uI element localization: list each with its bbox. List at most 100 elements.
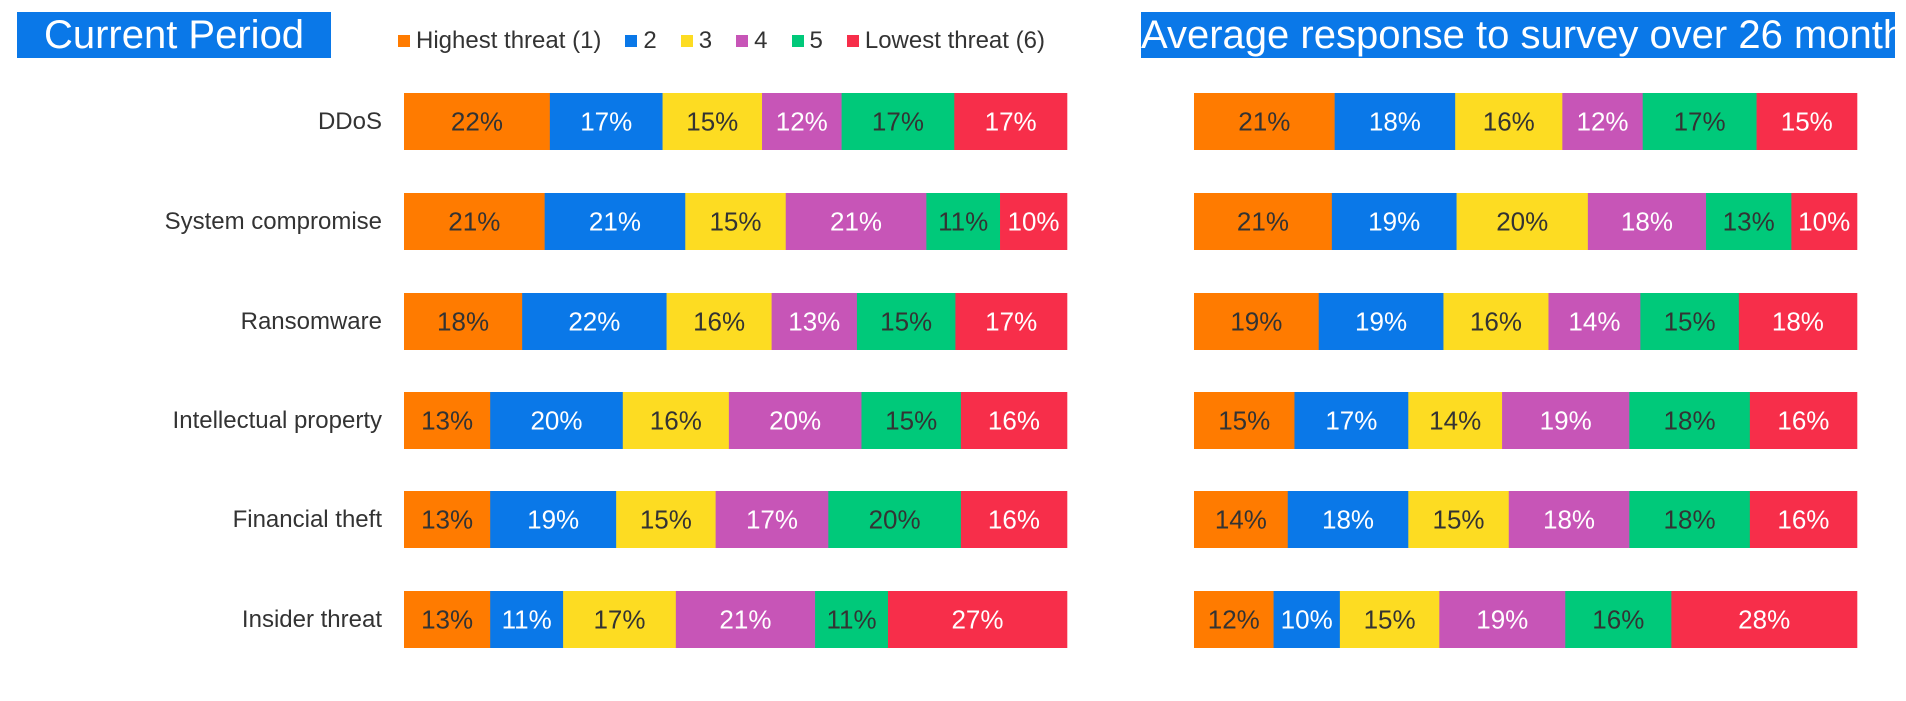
current-period-chart: DDoS 22% 17% 15% 12% 17% 17% System compromise 2… bbox=[165, 93, 1068, 648]
bar-segment bbox=[622, 392, 730, 449]
category-label: Insider threat bbox=[242, 606, 382, 633]
bar-segment bbox=[666, 293, 772, 350]
data-label: 16% bbox=[650, 406, 702, 436]
legend-swatch-2 bbox=[625, 35, 638, 47]
bar-segment bbox=[675, 591, 816, 648]
legend-label-5: 5 bbox=[809, 27, 823, 54]
data-label: 10% bbox=[1281, 605, 1333, 635]
data-label: 28% bbox=[1738, 605, 1790, 635]
data-label: 27% bbox=[951, 605, 1003, 635]
category-label: Financial theft bbox=[233, 506, 383, 533]
data-label: 18% bbox=[1322, 505, 1374, 535]
bar-segment bbox=[490, 392, 624, 449]
bar-segment bbox=[887, 591, 1068, 648]
data-label: 15% bbox=[1364, 605, 1416, 635]
data-label: 17% bbox=[580, 107, 632, 137]
legend-swatch-6 bbox=[846, 35, 859, 47]
legend-swatch-3 bbox=[680, 35, 693, 47]
legend-label-3: 3 bbox=[698, 27, 713, 54]
data-label: 20% bbox=[769, 406, 821, 436]
data-label: 22% bbox=[451, 107, 503, 137]
bar-segment bbox=[1194, 491, 1289, 548]
bar-segment bbox=[960, 491, 1068, 548]
category-label: Ransomware bbox=[241, 308, 382, 335]
bar-segment bbox=[1194, 193, 1333, 250]
data-label: 19% bbox=[527, 505, 579, 535]
data-label: 10% bbox=[1798, 207, 1850, 237]
bar-segment bbox=[522, 293, 667, 350]
legend-swatch-5 bbox=[791, 35, 804, 47]
bar-segment bbox=[404, 293, 523, 350]
bar-segment bbox=[685, 193, 787, 250]
data-label: 18% bbox=[1664, 505, 1716, 535]
bar-segment bbox=[1408, 392, 1503, 449]
bar-segment bbox=[954, 93, 1068, 150]
data-label: 19% bbox=[1540, 406, 1592, 436]
bar-segment bbox=[1273, 591, 1341, 648]
bar-segment bbox=[404, 491, 491, 548]
data-label: 20% bbox=[530, 406, 582, 436]
data-label: 16% bbox=[988, 505, 1040, 535]
data-label: 20% bbox=[869, 505, 921, 535]
data-label: 19% bbox=[1368, 207, 1420, 237]
bar-segment bbox=[404, 591, 491, 648]
bar-segment bbox=[1706, 193, 1792, 250]
bar-segment bbox=[1439, 591, 1566, 648]
legend: Highest threat (1) 2 3 4 5 Lowest threat… bbox=[398, 22, 1045, 60]
data-label: 17% bbox=[985, 307, 1037, 337]
bar-segment bbox=[544, 193, 686, 250]
bar-segment bbox=[1455, 93, 1563, 150]
data-label: 13% bbox=[421, 406, 473, 436]
data-label: 15% bbox=[1218, 406, 1270, 436]
data-label: 15% bbox=[1433, 505, 1485, 535]
bar-segment bbox=[1000, 193, 1068, 250]
data-label: 15% bbox=[640, 505, 692, 535]
bar-segment bbox=[490, 591, 564, 648]
data-label: 15% bbox=[1781, 107, 1833, 137]
data-label: 18% bbox=[1664, 406, 1716, 436]
left-panel-title: Current Period bbox=[17, 12, 331, 58]
data-label: 17% bbox=[1325, 406, 1377, 436]
data-label: 16% bbox=[693, 307, 745, 337]
bar-segment bbox=[1642, 93, 1757, 150]
bar-segment bbox=[1194, 392, 1295, 449]
data-label: 16% bbox=[1470, 307, 1522, 337]
bar-segment bbox=[1443, 293, 1549, 350]
data-label: 11% bbox=[826, 605, 876, 635]
data-label: 21% bbox=[1237, 207, 1289, 237]
data-label: 21% bbox=[589, 207, 641, 237]
bar-segment bbox=[771, 293, 858, 350]
bar-segment bbox=[1565, 591, 1672, 648]
legend-item-5: 5 bbox=[791, 27, 823, 55]
bar-segment bbox=[1194, 293, 1320, 350]
data-label: 12% bbox=[1208, 605, 1260, 635]
bar-segment bbox=[1294, 392, 1409, 449]
data-label: 18% bbox=[1369, 107, 1421, 137]
data-label: 21% bbox=[719, 605, 771, 635]
bar-segment bbox=[1629, 392, 1751, 449]
bar-segment bbox=[785, 193, 927, 250]
data-label: 21% bbox=[448, 207, 500, 237]
data-label: 14% bbox=[1215, 505, 1267, 535]
bar-segment bbox=[1671, 591, 1858, 648]
bar-segment bbox=[828, 491, 962, 548]
legend-item-1: Highest threat (1) bbox=[398, 27, 601, 55]
bar-segment bbox=[1640, 293, 1740, 350]
bar-segment bbox=[563, 591, 677, 648]
legend-label-2: 2 bbox=[643, 27, 657, 54]
legend-label-4: 4 bbox=[754, 27, 768, 54]
data-label: 10% bbox=[1007, 207, 1059, 237]
legend-item-3: 3 bbox=[680, 27, 713, 55]
bar-segment bbox=[861, 392, 962, 449]
data-label: 16% bbox=[1777, 406, 1829, 436]
bar-segment bbox=[1738, 293, 1858, 350]
data-label: 19% bbox=[1355, 307, 1407, 337]
bar-segment bbox=[1194, 591, 1274, 648]
bar-segment bbox=[1562, 93, 1643, 150]
bar-segment bbox=[1456, 193, 1589, 250]
bar-segment bbox=[1194, 93, 1335, 150]
data-label: 18% bbox=[1772, 307, 1824, 337]
data-label: 16% bbox=[1483, 107, 1535, 137]
